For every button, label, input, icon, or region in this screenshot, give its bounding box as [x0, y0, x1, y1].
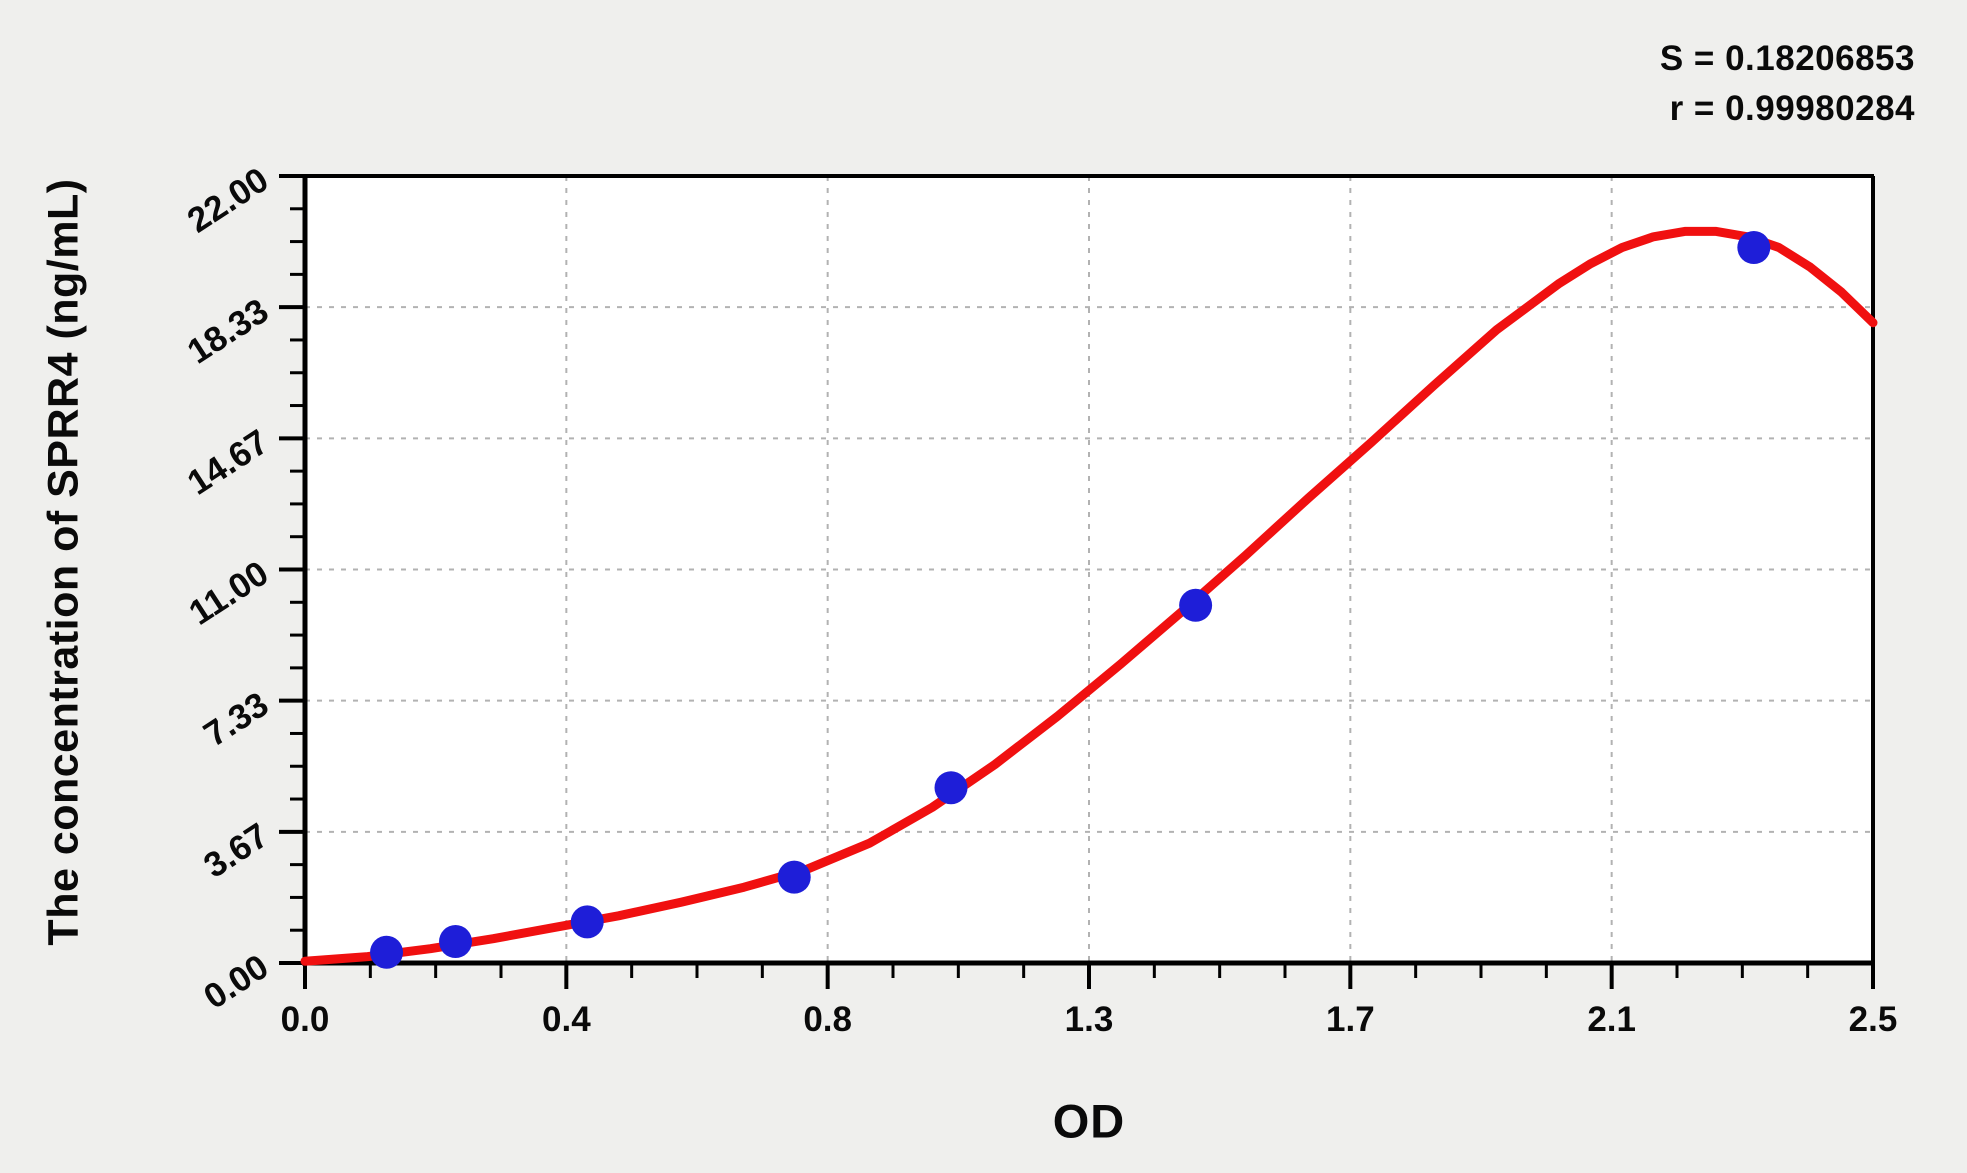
data-point [570, 905, 604, 939]
fitted-curve-line [300, 226, 1878, 966]
x-tick-label: 1.3 [1065, 1000, 1114, 1039]
y-tick-label: 18.33 [181, 291, 276, 371]
y-tick-label: 11.00 [182, 554, 275, 633]
y-tick-label: 0.00 [197, 947, 275, 1017]
fit-statistics: S = 0.18206853 r = 0.99980284 [1660, 34, 1915, 133]
x-tick-label: 2.1 [1587, 1000, 1636, 1039]
y-tick-label: 3.67 [197, 816, 275, 886]
y-tick-label: 14.67 [181, 422, 276, 502]
x-tick-label: 2.5 [1849, 1000, 1898, 1039]
data-point [777, 860, 811, 894]
stat-r-value: r = 0.99980284 [1669, 88, 1915, 128]
stat-s-value: S = 0.18206853 [1659, 39, 1915, 78]
data-point [1737, 231, 1771, 265]
data-point [439, 925, 473, 959]
x-tick-label: 0.4 [542, 1000, 591, 1039]
data-point [370, 935, 404, 969]
data-point [1179, 588, 1213, 622]
x-tick-label: 1.7 [1326, 1000, 1375, 1039]
x-tick-label: 0.8 [803, 1000, 852, 1039]
data-point [934, 771, 968, 805]
x-tick-label: 0.0 [281, 1000, 330, 1039]
y-tick-label: 22.00 [181, 160, 276, 240]
y-tick-label: 7.33 [197, 685, 275, 755]
x-axis-title: OD [1052, 1094, 1126, 1148]
